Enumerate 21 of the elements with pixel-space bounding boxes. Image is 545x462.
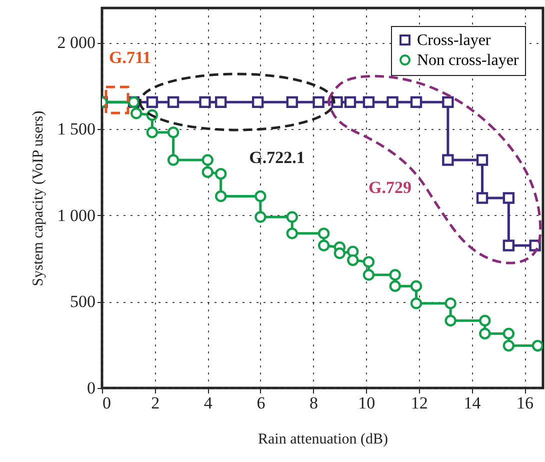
y-tick-label: 0 (87, 378, 96, 398)
x-tick-label: 12 (410, 394, 428, 412)
y-tick-label: 500 (70, 292, 96, 312)
y-tick-label: 1 500 (57, 119, 96, 138)
annotation: G.722.1 (249, 148, 305, 167)
x-tick-label: 14 (464, 394, 482, 412)
x-tick-label: 8 (310, 394, 318, 412)
y-tick-label: 1 000 (57, 206, 96, 225)
x-axis-title: Rain attenuation (dB) (258, 432, 388, 448)
x-tick-label: 4 (204, 394, 213, 412)
x-tick-label: 6 (256, 394, 266, 412)
y-tick-label: 2 000 (57, 33, 96, 52)
x-tick-label: 16 (516, 394, 534, 412)
x-tick-label: 10 (358, 394, 376, 412)
annotation: G.711 (108, 48, 152, 67)
y-axis-title: System capacity (VoIP users) (30, 110, 46, 286)
legend-label: Cross-layer (417, 32, 492, 49)
annotation: G.729 (368, 178, 412, 197)
x-tick-label: 0 (102, 394, 111, 412)
x-tick-label: 2 (151, 394, 160, 412)
legend-label: Non cross-layer (417, 52, 520, 69)
